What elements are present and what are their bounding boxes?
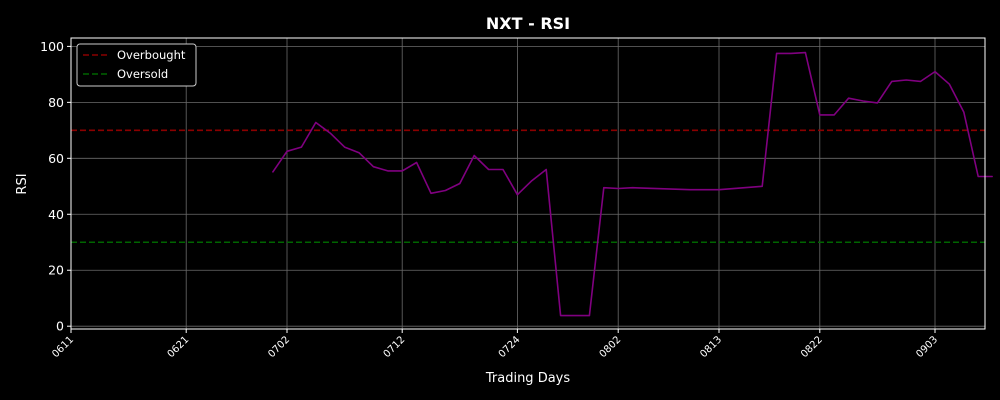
rsi-point xyxy=(617,188,619,189)
rsi-point xyxy=(459,183,461,184)
rsi-point xyxy=(805,52,806,53)
y-tick-label: 100 xyxy=(40,39,64,54)
rsi-point xyxy=(502,169,504,170)
rsi-point xyxy=(574,315,576,316)
rsi-point xyxy=(531,180,533,182)
rsi-point xyxy=(517,194,518,196)
rsi-point xyxy=(445,190,446,191)
rsi-point xyxy=(949,83,950,85)
rsi-point xyxy=(992,176,993,177)
y-tick-label: 20 xyxy=(48,263,64,278)
rsi-point xyxy=(430,192,432,194)
rsi-point xyxy=(329,132,331,134)
rsi-point xyxy=(358,152,360,154)
rsi-point xyxy=(963,111,965,113)
rsi-point xyxy=(920,80,921,82)
y-axis-ticks: 0 20 40 60 80 100 xyxy=(40,39,71,334)
rsi-point xyxy=(315,122,317,123)
legend-label-overbought: Overbought xyxy=(117,48,186,62)
rsi-point xyxy=(344,146,345,148)
rsi-point xyxy=(934,71,936,72)
x-axis-label: Trading Days xyxy=(485,371,570,386)
rsi-point xyxy=(905,79,907,81)
rsi-point xyxy=(790,52,792,54)
rsi-point xyxy=(603,187,605,189)
rsi-point xyxy=(301,146,302,148)
rsi-point xyxy=(488,169,489,170)
y-tick-label: 0 xyxy=(56,319,64,334)
rsi-point xyxy=(473,155,475,156)
reference-lines xyxy=(71,129,985,244)
y-tick-label: 80 xyxy=(48,95,64,110)
legend-label-oversold: Oversold xyxy=(117,67,168,81)
rsi-point xyxy=(977,176,979,177)
rsi-point xyxy=(877,102,878,104)
rsi-point xyxy=(833,114,835,116)
y-axis-label: RSI xyxy=(15,173,30,194)
rsi-point xyxy=(373,166,374,168)
rsi-point xyxy=(545,169,547,170)
chart-title: NXT - RSI xyxy=(486,14,570,33)
legend: Overbought Oversold xyxy=(76,43,197,87)
rsi-point xyxy=(632,187,633,189)
rsi-point xyxy=(272,171,273,173)
rsi-point xyxy=(776,52,777,54)
rsi-point xyxy=(387,170,389,172)
rsi-point xyxy=(416,162,417,163)
rsi-point xyxy=(891,80,893,82)
plot-frame xyxy=(70,37,986,330)
rsi-point xyxy=(401,170,403,172)
rsi-point xyxy=(848,97,849,99)
y-tick-label: 60 xyxy=(48,151,64,166)
rsi-point xyxy=(819,114,821,116)
rsi-point xyxy=(761,185,763,187)
rsi-point xyxy=(689,189,691,191)
rsi-point xyxy=(589,315,590,316)
y-tick-label: 40 xyxy=(48,207,64,222)
rsi-point xyxy=(560,315,561,316)
rsi-point xyxy=(718,189,720,191)
rsi-point xyxy=(862,100,864,102)
series-layer xyxy=(271,51,993,317)
rsi-point xyxy=(286,150,288,152)
